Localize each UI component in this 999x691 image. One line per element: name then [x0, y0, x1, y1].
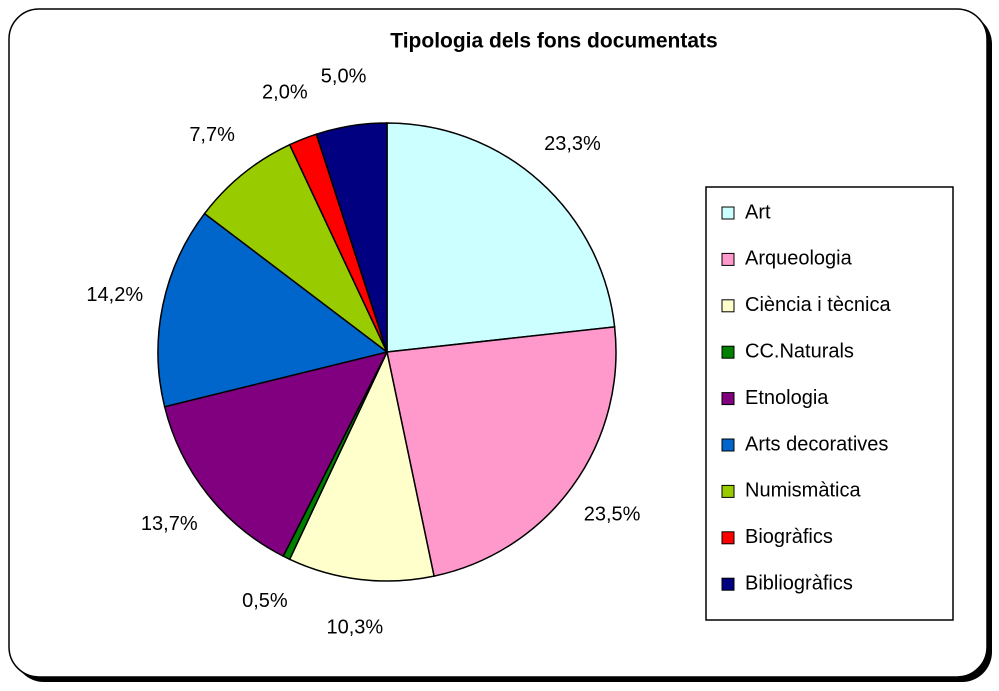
pie-slice — [315, 122, 388, 353]
legend-swatch — [721, 392, 735, 406]
data-label: 5,0% — [321, 66, 367, 88]
chart-title: Tipologia dels fons documentats — [390, 30, 717, 53]
legend-label: Arts decoratives — [745, 433, 888, 455]
data-label: 2,0% — [262, 82, 308, 104]
legend-swatch — [721, 299, 735, 313]
legend-swatch — [721, 345, 735, 359]
pie-slice — [203, 143, 388, 353]
legend-swatch — [721, 531, 735, 545]
data-label: 13,7% — [141, 513, 198, 535]
legend-swatch — [721, 206, 735, 220]
legend-label: Bibliogràfics — [745, 572, 853, 594]
data-label: 23,3% — [544, 133, 601, 155]
data-label: 10,3% — [326, 616, 383, 638]
pie-slice — [386, 122, 616, 353]
pie-slice — [288, 349, 435, 582]
legend-box — [705, 186, 954, 621]
legend-label: CC.Naturals — [745, 340, 854, 362]
legend-swatch — [721, 484, 735, 498]
data-label: 0,5% — [242, 590, 288, 612]
legend-label: Arqueologia — [745, 248, 853, 270]
legend-label: Ciència i tècnica — [745, 294, 892, 316]
legend-swatch — [721, 252, 735, 266]
data-label: 7,7% — [189, 124, 235, 146]
legend-label: Art — [745, 201, 771, 223]
pie-slice — [386, 326, 617, 578]
legend-swatch — [721, 438, 735, 452]
pie-slice — [157, 212, 389, 408]
legend-label: Numismàtica — [745, 480, 861, 502]
legend-label: Etnologia — [745, 387, 829, 409]
data-label: 14,2% — [86, 284, 143, 306]
data-label: 23,5% — [584, 503, 641, 525]
legend-swatch — [721, 577, 735, 591]
legend-label: Biogràfics — [745, 526, 833, 548]
pie-slice — [163, 350, 389, 558]
